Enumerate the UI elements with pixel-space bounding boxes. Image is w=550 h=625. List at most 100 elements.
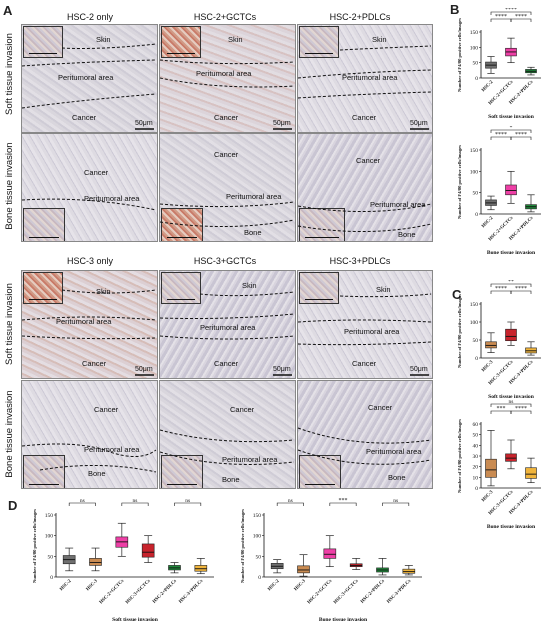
box xyxy=(525,467,537,479)
micrograph-hsc2-only-bone: Cancer Peritumoral area xyxy=(21,133,158,242)
y-tick-label: 100 xyxy=(470,169,479,175)
inset-magnified xyxy=(23,208,65,241)
scale-bar-label: 50μm xyxy=(273,366,291,373)
y-tick-label: 100 xyxy=(470,320,479,326)
significance-bracket xyxy=(490,129,532,133)
label-peritumoral: Peritumoral area xyxy=(200,323,256,332)
x-tick-label: HSC-3+PDLCs xyxy=(386,579,412,605)
panel-letter-c: C xyxy=(452,287,462,302)
label-cancer: Cancer xyxy=(214,150,239,159)
col-title-hsc3-pdlcs: HSC-3+PDLCs xyxy=(329,256,391,266)
significance-label: ns xyxy=(133,498,138,504)
micrograph-hsc3-pdlcs-soft: Skin Peritumoral area Cancer 50μm xyxy=(297,270,433,379)
y-axis-label: Number of F4/80 positive cells/images xyxy=(32,509,37,583)
significance-bracket xyxy=(510,136,532,140)
y-tick-label: 0 xyxy=(258,575,261,581)
label-bone: Bone xyxy=(88,469,106,478)
x-axis-title: Bone tissue invasion xyxy=(487,524,536,530)
y-tick-label: 150 xyxy=(470,302,479,308)
x-tick-label: HSC-3 xyxy=(86,578,100,592)
inset-magnified xyxy=(161,272,201,304)
label-peritumoral: Peritumoral area xyxy=(342,73,398,82)
label-peritumoral: Peritumoral area xyxy=(196,69,252,78)
significance-bracket xyxy=(510,290,532,294)
inset-magnified xyxy=(161,26,201,58)
significance-label: **** xyxy=(515,14,527,20)
label-peritumoral: Peritumoral area xyxy=(370,200,426,209)
x-tick-label: HSC-2 xyxy=(481,215,495,229)
panel-letter-a: A xyxy=(3,3,13,18)
label-bone: Bone xyxy=(222,475,240,484)
label-cancer: Cancer xyxy=(214,359,239,368)
panel-letter-b: B xyxy=(450,2,460,17)
label-bone: Bone xyxy=(244,228,262,237)
significance-label: ns xyxy=(288,498,293,504)
scale-bar-label: 50μm xyxy=(410,366,428,373)
label-skin: Skin xyxy=(372,35,387,44)
label-peritumoral: Peritumoral area xyxy=(366,447,422,456)
y-tick-label: 0 xyxy=(50,575,53,581)
y-axis-label: Number of F4/80 positive cells/images xyxy=(457,145,462,219)
label-peritumoral: Peritumoral area xyxy=(56,317,112,326)
label-peritumoral: Peritumoral area xyxy=(84,445,140,454)
x-tick-label: HSC-3+PDLCs xyxy=(178,579,204,605)
micrograph-hsc3-only-soft: Skin Peritumoral area Cancer 50μm xyxy=(21,270,158,379)
micrograph-hsc3-gctcs-soft: Skin Peritumoral area Cancer 50μm xyxy=(159,270,296,379)
col-title-hsc2-only: HSC-2 only xyxy=(66,12,113,22)
label-peritumoral: Peritumoral area xyxy=(58,73,114,82)
x-tick-label: HSC-3 xyxy=(481,359,495,373)
col-title-hsc3-gctcs: HSC-3+GCTCs xyxy=(193,256,257,266)
y-tick-label: 150 xyxy=(45,513,54,519)
y-tick-label: 60 xyxy=(473,422,479,428)
box xyxy=(323,548,337,559)
x-axis-title: Bone tissue invasion xyxy=(487,250,536,256)
y-tick-label: 150 xyxy=(470,148,479,154)
significance-bracket xyxy=(329,502,357,506)
significance-bracket xyxy=(121,502,149,506)
significance-bracket xyxy=(276,502,304,506)
box xyxy=(89,558,102,566)
col-title-hsc2-pdlcs: HSC-2+PDLCs xyxy=(329,12,391,22)
x-tick-label: HSC-2 xyxy=(267,578,281,592)
significance-label: **** xyxy=(505,8,517,13)
y-tick-label: 50 xyxy=(473,191,479,197)
label-skin: Skin xyxy=(242,281,257,290)
y-tick-label: 40 xyxy=(473,443,479,449)
micrograph-hsc2-pdlcs-bone: Cancer Peritumoral area Bone xyxy=(297,133,433,242)
micrograph-hsc2-pdlcs-soft: Skin Peritumoral area Cancer 50μm xyxy=(297,24,433,133)
box xyxy=(505,328,517,342)
inset-magnified xyxy=(299,455,341,488)
label-cancer: Cancer xyxy=(230,405,255,414)
scale-bar-label: 50μm xyxy=(135,120,153,127)
box xyxy=(141,543,155,558)
label-bone: Bone xyxy=(398,230,416,239)
box xyxy=(297,565,310,574)
label-skin: Skin xyxy=(376,285,391,294)
panel-letter-d: D xyxy=(8,498,18,513)
box xyxy=(505,453,517,462)
significance-label: *** xyxy=(497,406,506,412)
y-tick-label: 0 xyxy=(475,212,478,218)
label-peritumoral: Peritumoral area xyxy=(226,192,282,201)
significance-bracket xyxy=(382,502,410,506)
micrograph-hsc3-only-bone: Cancer Peritumoral area Bone xyxy=(21,380,158,489)
x-tick-label: HSC-2+GCTCs xyxy=(307,579,333,605)
inset-magnified xyxy=(299,272,339,304)
col-title-hsc3-only: HSC-3 only xyxy=(66,256,113,266)
chart-c-bone: Number of F4/80 positive cells/images 0 10… xyxy=(457,400,541,530)
significance-label: ns xyxy=(509,400,514,405)
significance-bracket xyxy=(490,11,532,15)
label-peritumoral: Peritumoral area xyxy=(84,194,140,203)
col-title-hsc2-gctcs: HSC-2+GCTCs xyxy=(193,12,257,22)
significance-label: **** xyxy=(515,286,527,292)
x-axis-title: Soft tissue invasion xyxy=(488,394,535,400)
inset-magnified xyxy=(161,455,203,488)
y-axis-label: Number of F4/80 positive cells/images xyxy=(457,18,462,92)
y-tick-label: 30 xyxy=(473,454,479,460)
significance-bracket xyxy=(68,502,96,506)
chart-c-soft: Number of F4/80 positive cells/images 0 50… xyxy=(457,280,541,400)
y-tick-label: 100 xyxy=(45,534,54,540)
x-tick-label: HSC-3+GCTCs xyxy=(333,579,359,605)
